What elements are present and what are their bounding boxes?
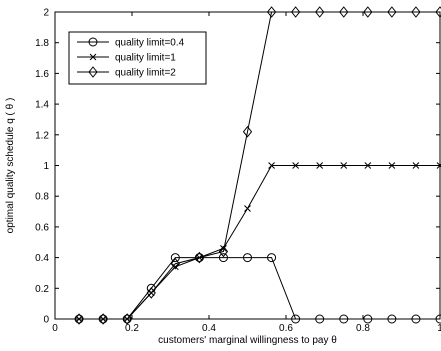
x-tick-label: 0.2 (125, 323, 139, 334)
data-point-x (220, 245, 227, 252)
y-tick-label: 0.6 (35, 222, 49, 233)
data-point-x (292, 162, 299, 169)
data-point-diamond (146, 287, 156, 299)
legend-marker-x (89, 53, 97, 61)
data-point-diamond (411, 6, 421, 18)
data-point-x (340, 162, 348, 169)
data-point-circle (315, 314, 325, 324)
y-tick-label: 2 (43, 8, 49, 19)
y-tick-label: 0.4 (35, 253, 49, 264)
y-tick-label: 0.8 (35, 192, 49, 203)
data-point-circle (218, 253, 228, 263)
data-point-x (244, 205, 251, 212)
y-tick-label: 1.8 (35, 38, 49, 49)
data-point-diamond (218, 245, 229, 258)
data-point-x (364, 162, 372, 169)
y-axis-label: optimal quality schedule q ( θ ) (5, 98, 16, 234)
data-point-circle (339, 314, 349, 324)
legend-marker-diamond (88, 66, 98, 78)
data-point-diamond (290, 6, 301, 18)
data-point-x (412, 162, 420, 169)
y-tick-label: 0.2 (35, 284, 49, 295)
y-tick-label: 1.6 (35, 69, 49, 80)
data-point-x (268, 162, 275, 169)
x-axis-label: customers' marginal willingness to pay θ (158, 335, 337, 346)
series-line (79, 257, 440, 320)
data-point-diamond (170, 257, 180, 270)
legend-label: quality limit=0.4 (115, 38, 185, 49)
data-point-circle (435, 314, 441, 324)
x-tick-label: 0.4 (202, 323, 216, 334)
series-layer (74, 6, 441, 325)
ticks-layer: 0 0.2 0.4 0.6 0.8 1 0 0.2 0.4 0.6 0.8 1 1.2 1.4 1.6 1.8… (35, 8, 441, 335)
legend-label: quality limit=2 (115, 68, 176, 79)
data-point-x (388, 162, 396, 169)
data-point-diamond (242, 125, 253, 138)
series-line (79, 11, 440, 320)
data-point-circle (243, 253, 252, 263)
data-point-x (316, 162, 324, 169)
data-point-diamond (363, 6, 373, 18)
x-tick-label: 0.8 (356, 323, 370, 334)
data-point-diamond (122, 313, 132, 325)
x-tick-label: 0 (52, 323, 58, 334)
data-point-circle (387, 314, 397, 324)
data-point-circle (411, 314, 421, 324)
legend: quality limit=0.4 quality limit=1 quality … (68, 31, 207, 85)
data-point-circle (291, 314, 301, 324)
x-tick-label: 1 (437, 323, 441, 334)
data-point-circle (363, 314, 373, 324)
series-diamond (74, 6, 441, 325)
data-point-diamond (315, 6, 325, 18)
y-tick-label: 1 (43, 161, 49, 172)
data-point-diamond (74, 313, 84, 325)
y-tick-label: 1.2 (35, 130, 49, 141)
x-tick-label: 0.6 (279, 323, 293, 334)
y-tick-label: 0 (43, 315, 49, 326)
legend-label: quality limit=1 (115, 53, 176, 64)
data-point-x (436, 162, 441, 169)
data-point-x (171, 263, 179, 271)
data-point-diamond (387, 6, 397, 18)
data-point-diamond (98, 313, 108, 325)
data-point-diamond (194, 251, 205, 264)
legend-marker-circle (88, 37, 98, 47)
data-point-diamond (435, 6, 441, 18)
data-point-circle (170, 253, 180, 263)
data-point-circle (267, 253, 277, 263)
data-point-diamond (266, 6, 277, 18)
y-tick-label: 1.4 (35, 100, 49, 111)
data-point-diamond (339, 6, 349, 18)
